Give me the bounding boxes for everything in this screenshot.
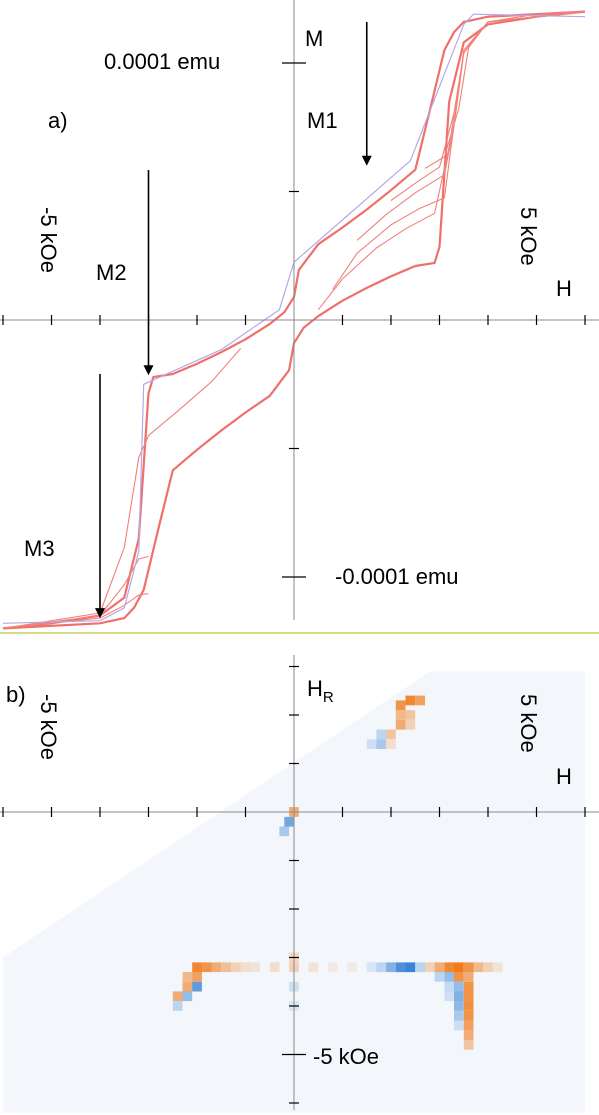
forc-cell [454, 962, 464, 973]
forc-cell [463, 1020, 474, 1031]
x-axis-label-h-panel-b: H [556, 764, 572, 789]
forc-cell [463, 1010, 474, 1021]
arrow-m2-head [143, 365, 154, 376]
forc-cell [231, 962, 241, 973]
forc-cell [240, 962, 251, 973]
series-line-initial-magnetization-10 [2, 13, 586, 624]
panel-a-axes [0, 0, 599, 620]
forc-cell [182, 991, 193, 1002]
y-tick-label-top: 0.0001 emu [104, 49, 220, 74]
y-axis-label-hr: HR [307, 676, 334, 706]
forc-cell [492, 962, 503, 973]
forc-cell [366, 739, 377, 749]
forc-cell [376, 962, 387, 973]
forc-cell [463, 1030, 474, 1040]
forc-cell [405, 695, 416, 706]
panel-a-label: a) [48, 108, 68, 133]
forc-distribution-cells [172, 695, 503, 1050]
x-tick-label-left: -5 kOe [36, 207, 61, 273]
forc-cell [250, 962, 260, 973]
forc-cell [463, 981, 474, 992]
forc-cell [201, 962, 212, 973]
y-tick-label-bottom: -0.0001 emu [335, 564, 459, 589]
arrow-m3-head [95, 608, 105, 619]
forc-cell [221, 962, 231, 973]
forc-cell [192, 972, 202, 982]
x-tick-label-right: 5 kOe [516, 207, 541, 266]
forc-cell [444, 981, 455, 992]
forc-cell [366, 962, 377, 973]
annotation-m1: M1 [307, 108, 338, 133]
panel-b-label: b) [6, 682, 26, 707]
forc-cell [386, 729, 396, 740]
series-line-first-order-reversal-lower-7 [2, 347, 242, 629]
forc-cell [483, 962, 493, 973]
panel-a-hysteresis-plot: a) M H 0.0001 emu -0.0001 emu -5 kOe 5 k… [0, 0, 599, 630]
forc-cell [405, 710, 416, 720]
forc-cell [405, 719, 416, 730]
forc-cell [182, 972, 193, 982]
forc-cell [463, 962, 474, 973]
forc-cell [424, 962, 435, 973]
forc-cell [434, 972, 445, 982]
forc-cell [279, 826, 290, 837]
forc-cell [284, 816, 294, 827]
forc-cell [376, 739, 387, 749]
series-line-first-order-reversal-lower-8 [2, 555, 149, 629]
forc-cell [444, 962, 455, 973]
x-tick-label-right-panel-b: 5 kOe [516, 694, 541, 753]
forc-cell [172, 1001, 183, 1011]
forc-cell [463, 972, 474, 982]
forc-cell [454, 991, 464, 1002]
forc-cell [386, 739, 396, 749]
y-tick-label-bottom-panel-b: -5 kOe [313, 1044, 379, 1069]
panel-a-arrows [95, 22, 372, 619]
forc-cell [473, 962, 484, 973]
forc-cell [454, 981, 464, 992]
y-axis-label-h: H [307, 676, 323, 701]
forc-cell [463, 1040, 474, 1050]
forc-cell [463, 1001, 474, 1011]
forc-cell [347, 962, 357, 973]
hysteresis-curves [2, 10, 586, 630]
forc-cell [395, 700, 406, 711]
forc-cell [192, 962, 202, 973]
forc-cell [444, 972, 455, 982]
forc-cell [395, 710, 406, 720]
forc-cell [415, 962, 425, 973]
arrow-m1-head [361, 155, 372, 166]
forc-cell [172, 991, 183, 1002]
forc-cell [444, 991, 455, 1002]
forc-cell [269, 962, 280, 973]
forc-cell [463, 991, 474, 1002]
panel-b-axes [0, 655, 599, 1110]
series-line-first-order-reversal-upper-6 [424, 11, 586, 169]
forc-cell [192, 981, 202, 992]
panel-b-forc-diagram: b) HR H -5 kOe 5 kOe -5 kOe [0, 655, 599, 1113]
forc-cell [308, 962, 319, 973]
forc-cell [395, 719, 406, 730]
forc-cell [434, 962, 445, 973]
forc-cell [415, 695, 425, 706]
forc-cell [454, 1010, 464, 1021]
x-axis-label-h: H [556, 276, 572, 301]
x-tick-label-left-panel-b: -5 kOe [36, 694, 61, 760]
annotation-m3: M3 [24, 536, 55, 561]
y-axis-label-subscript-r: R [323, 689, 334, 706]
annotation-m2: M2 [96, 260, 127, 285]
forc-cell [395, 962, 406, 973]
forc-cell [454, 972, 464, 982]
forc-cell [182, 981, 193, 992]
series-line-major-branch-ascending-1 [2, 10, 586, 630]
forc-cell [386, 962, 396, 973]
forc-cell [405, 962, 416, 973]
y-axis-label-m: M [305, 26, 323, 51]
series-line-first-order-reversal-upper-2 [332, 11, 586, 290]
forc-cell [454, 1020, 464, 1031]
forc-cell [211, 962, 222, 973]
forc-cell [376, 729, 387, 740]
forc-cell [454, 1001, 464, 1011]
forc-cell [327, 962, 338, 973]
